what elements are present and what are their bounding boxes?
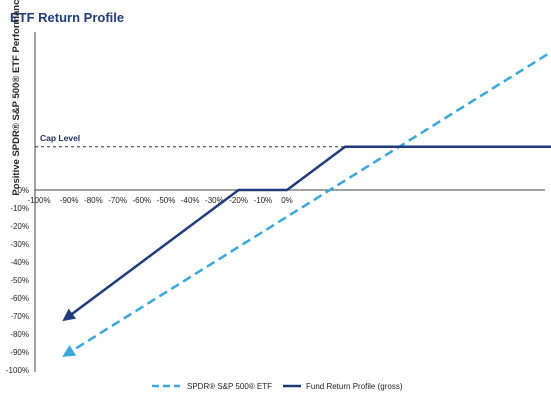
cap-level-label: Cap Level: [40, 133, 80, 143]
y-tick-label: -100%: [6, 366, 29, 375]
x-tick-label: 0%: [281, 196, 293, 205]
x-tick-label: -50%: [157, 196, 176, 205]
x-tick-label: -100%: [27, 196, 50, 205]
x-tick-label: -60%: [132, 196, 151, 205]
y-tick-label: -30%: [10, 240, 29, 249]
y-axis-label: Positive SPDR® S&P 500® ETF Performance: [11, 0, 22, 196]
legend-label-fund: Fund Return Profile (gross): [306, 382, 403, 391]
y-tick-label: 0%: [17, 186, 29, 195]
y-tick-label: -50%: [10, 276, 29, 285]
legend: SPDR® S&P 500® ETF Fund Return Profile (…: [152, 382, 403, 391]
series-line-fund: [62, 140, 551, 322]
series-layer: [62, 17, 551, 357]
x-tick-label: -70%: [108, 196, 127, 205]
x-tick-label: -90%: [60, 196, 79, 205]
y-tick-label: -40%: [10, 258, 29, 267]
x-tick-labels: -100% -90% -80% -70% -60% -50% -40% -30% -20% -10…: [27, 196, 292, 205]
chart-title: ETF Return Profile: [10, 10, 124, 25]
y-tick-label: -80%: [10, 330, 29, 339]
y-tick-label: -90%: [10, 348, 29, 357]
y-tick-labels: 0% -10% -20% -30% -40% -50% -60% -70% -80% -90% -1…: [6, 186, 29, 375]
x-tick-label: -10%: [253, 196, 272, 205]
y-tick-label: -70%: [10, 312, 29, 321]
legend-label-etf: SPDR® S&P 500® ETF: [187, 382, 272, 391]
y-tick-label: -20%: [10, 222, 29, 231]
x-tick-label: -80%: [84, 196, 103, 205]
x-tick-label: -40%: [181, 196, 200, 205]
y-tick-label: -10%: [10, 204, 29, 213]
series-line-etf: [62, 17, 551, 357]
x-tick-label: -20%: [229, 196, 248, 205]
y-tick-label: -60%: [10, 294, 29, 303]
